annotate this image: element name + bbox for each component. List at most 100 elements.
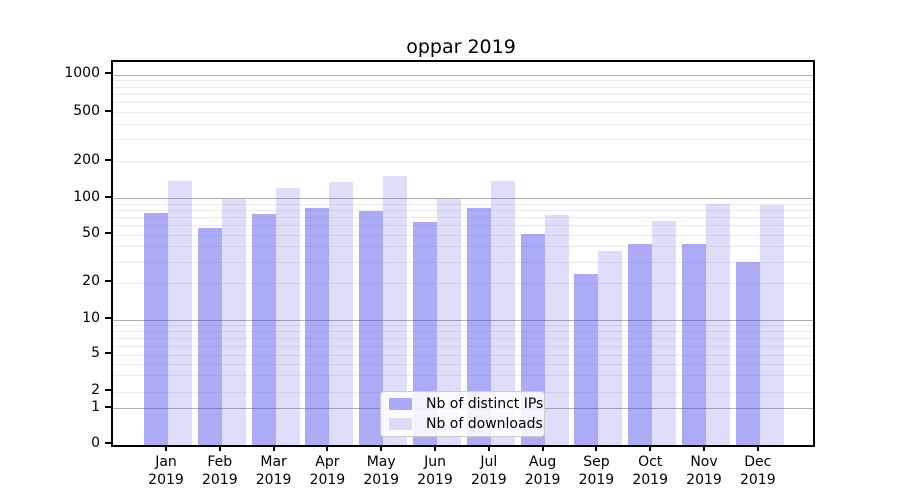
y-tick-label: 10 bbox=[82, 310, 100, 327]
gridline-minor bbox=[113, 161, 813, 162]
y-tick-mark bbox=[105, 158, 111, 161]
y-tick-mark bbox=[105, 442, 111, 445]
x-tick-mark bbox=[218, 445, 221, 451]
gridline-minor bbox=[113, 123, 813, 125]
bar-distinct-ips bbox=[251, 213, 276, 446]
gridline-minor bbox=[113, 375, 813, 377]
legend-row-distinct-ips: Nb of distinct IPs bbox=[389, 396, 543, 412]
bar-distinct-ips bbox=[735, 262, 760, 446]
x-tick-mark bbox=[541, 445, 544, 451]
x-tick-mark bbox=[703, 445, 705, 451]
bar-downloads bbox=[544, 214, 569, 446]
gridline-minor bbox=[113, 217, 813, 219]
x-tick-label: Jul 2019 bbox=[470, 454, 507, 488]
y-tick-mark bbox=[105, 280, 111, 283]
x-tick-label: Mar 2019 bbox=[255, 454, 292, 488]
y-tick-label: 1 bbox=[91, 398, 100, 415]
y-tick-mark bbox=[105, 232, 111, 235]
gridline-minor bbox=[113, 337, 813, 339]
y-tick-label: 0 bbox=[91, 435, 100, 452]
x-tick-label: Jun 2019 bbox=[417, 454, 453, 488]
gridline-minor bbox=[113, 225, 813, 227]
y-tick-mark bbox=[105, 389, 111, 391]
y-tick-mark bbox=[105, 405, 111, 408]
bar-distinct-ips bbox=[305, 207, 330, 446]
bar-distinct-ips bbox=[197, 228, 222, 446]
bar-downloads bbox=[706, 204, 730, 446]
y-tick-label: 5 bbox=[91, 345, 100, 362]
y-tick-label: 500 bbox=[73, 102, 100, 119]
legend-row-downloads: Nb of downloads bbox=[389, 416, 543, 432]
legend-swatch-downloads bbox=[389, 418, 412, 430]
x-tick-mark bbox=[272, 445, 275, 451]
gridline-minor bbox=[113, 86, 813, 88]
x-tick-mark bbox=[595, 445, 598, 451]
x-tick-label: Sep 2019 bbox=[578, 454, 615, 488]
gridline-minor bbox=[113, 261, 813, 263]
bar-downloads bbox=[221, 198, 246, 446]
x-tick-label: Nov 2019 bbox=[686, 454, 722, 488]
x-tick-label: Apr 2019 bbox=[309, 454, 346, 488]
x-tick-label: Aug 2019 bbox=[524, 454, 561, 488]
legend: Nb of distinct IPs Nb of downloads bbox=[380, 391, 545, 437]
gridline-minor bbox=[113, 246, 813, 248]
gridline-minor bbox=[113, 112, 813, 113]
y-tick-mark bbox=[105, 72, 111, 75]
x-tick-mark bbox=[487, 445, 490, 451]
bar-downloads bbox=[759, 205, 784, 446]
bar-distinct-ips bbox=[628, 244, 653, 446]
gridline-minor bbox=[113, 93, 813, 95]
bar-downloads bbox=[652, 220, 677, 446]
x-tick-mark bbox=[756, 445, 759, 451]
y-tick-mark bbox=[105, 352, 111, 355]
bar-downloads bbox=[275, 188, 300, 446]
bar-downloads bbox=[329, 181, 354, 446]
legend-label-downloads: Nb of downloads bbox=[426, 415, 543, 432]
y-tick-mark bbox=[105, 109, 111, 112]
gridline-minor bbox=[113, 345, 813, 347]
gridline-minor bbox=[113, 363, 813, 365]
bar-downloads bbox=[168, 181, 192, 446]
gridline-major bbox=[113, 198, 813, 200]
y-tick-label: 100 bbox=[73, 188, 100, 205]
y-tick-label: 200 bbox=[73, 151, 100, 168]
bar-downloads bbox=[598, 251, 623, 446]
x-tick-mark bbox=[165, 445, 167, 451]
legend-label-distinct-ips: Nb of distinct IPs bbox=[426, 395, 544, 412]
x-tick-label: May 2019 bbox=[363, 454, 399, 488]
chart-title: oppar 2019 bbox=[406, 36, 516, 58]
x-tick-mark bbox=[649, 445, 652, 451]
gridline-minor bbox=[113, 331, 813, 333]
bar-distinct-ips bbox=[144, 213, 168, 446]
gridline-minor bbox=[113, 80, 813, 82]
x-tick-mark bbox=[380, 445, 383, 451]
x-tick-mark bbox=[326, 445, 329, 451]
legend-swatch-distinct-ips bbox=[389, 398, 412, 410]
x-tick-label: Dec 2019 bbox=[739, 454, 776, 488]
x-tick-label: Oct 2019 bbox=[632, 454, 668, 488]
gridline-major bbox=[113, 74, 813, 76]
y-tick-mark bbox=[105, 317, 111, 320]
plot-area bbox=[111, 60, 815, 447]
gridline-minor bbox=[113, 209, 813, 211]
y-tick-label: 50 bbox=[82, 225, 100, 242]
gridline-minor bbox=[113, 139, 813, 141]
gridline-minor bbox=[113, 203, 813, 205]
gridline-minor bbox=[113, 354, 813, 356]
gridline-minor bbox=[113, 102, 813, 104]
bar-distinct-ips bbox=[574, 273, 599, 446]
gridline-major bbox=[113, 319, 813, 321]
x-tick-label: Jan 2019 bbox=[148, 454, 184, 488]
y-tick-label: 20 bbox=[82, 273, 100, 290]
bar-distinct-ips bbox=[359, 211, 384, 446]
gridline-minor bbox=[113, 234, 813, 236]
x-tick-label: Feb 2019 bbox=[201, 454, 238, 488]
y-tick-mark bbox=[105, 195, 111, 198]
bar-distinct-ips bbox=[682, 244, 706, 446]
gridline-minor bbox=[113, 282, 813, 284]
y-tick-label: 2 bbox=[91, 382, 100, 398]
y-tick-label: 1000 bbox=[64, 65, 100, 82]
x-tick-mark bbox=[434, 445, 436, 451]
gridline-minor bbox=[113, 325, 813, 327]
